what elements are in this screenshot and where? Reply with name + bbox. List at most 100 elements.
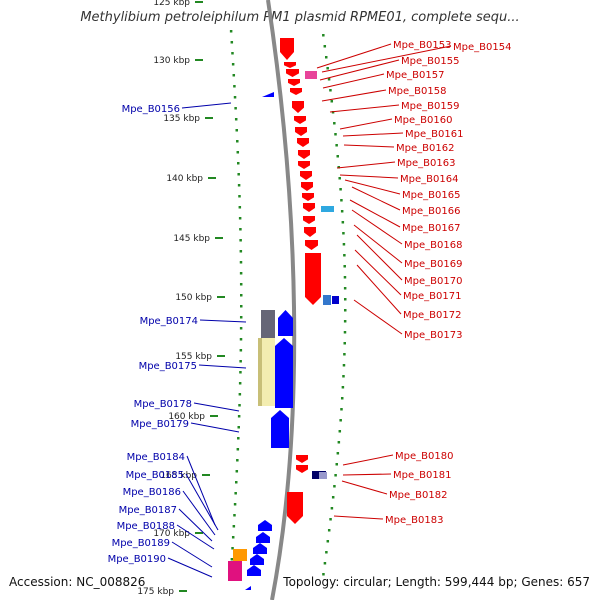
gene-label: Mpe_B0167 [402,223,460,234]
gc-dot [239,316,243,319]
gc-dot [343,353,346,356]
gene-label: Mpe_B0185 [126,470,184,481]
gc-dot [238,404,241,407]
label-leader-line [178,508,213,542]
gc-dot [339,419,342,422]
forward-gene-arrow [304,227,316,237]
label-leader-line [356,264,402,315]
label-leader-line [353,299,403,335]
gc-dot [335,144,338,147]
gc-dot [239,338,243,341]
gc-dot [340,408,343,411]
label-leader-line [193,402,240,412]
label-leader-line [353,224,403,264]
label-leader-line [351,209,403,245]
gene-block [258,338,275,406]
gc-dot [232,525,236,528]
gene-label: Mpe_B0155 [401,56,459,67]
gene-label: Mpe_B0162 [396,143,454,154]
tick-label: 155 kbp [175,352,212,362]
label-leader-line [185,473,219,531]
gc-dot [235,129,239,132]
gc-dot [239,360,242,363]
gc-dot [329,89,332,92]
gene-label: Mpe_B0190 [108,554,166,565]
forward-gene-arrow [298,150,310,159]
forward-gene-arrow [296,455,308,463]
reverse-gene-arrow [262,92,274,97]
forward-gene-arrow [303,216,315,224]
reverse-gene-arrow [245,586,251,590]
gc-dot [239,305,243,308]
label-leader-line [181,102,232,109]
label-leader-line [190,422,240,433]
label-leader-line [336,161,396,169]
gc-dot [336,155,339,158]
gc-dot [343,276,347,279]
gene-box [332,296,339,304]
gc-dot [343,254,346,257]
gc-dot [237,184,241,187]
gc-dot [230,41,234,44]
gc-dot [238,217,242,220]
forward-gene-arrow [294,116,306,124]
gc-dot [331,496,335,499]
forward-gene-arrow [298,161,310,169]
gc-dot [329,518,332,521]
gc-dot [239,261,243,264]
gc-dot [342,364,346,367]
gc-dot [343,331,347,334]
gene-label: Mpe_B0186 [123,487,181,498]
gc-dot [342,232,345,235]
gc-dot [331,111,335,114]
gc-dot [233,503,237,506]
reverse-gene-arrow [250,554,264,565]
gc-dot [239,250,243,253]
gc-dot [237,162,240,165]
gc-dot [233,96,237,99]
forward-gene-arrow [288,79,300,86]
gc-dot [322,573,325,576]
gc-dot [330,100,334,103]
gc-dot [239,327,243,330]
gc-dot [238,382,242,385]
gc-dot [333,122,336,125]
forward-gene-arrow [302,193,314,201]
label-leader-line [351,186,401,211]
gene-label: Mpe_B0189 [112,538,170,549]
reverse-gene-labels: Mpe_B0156 Mpe_B0174 Mpe_B0175 Mpe_B0178 Mpe_… [108,102,247,578]
gc-dot [237,173,240,176]
tick-label: 150 kbp [175,293,212,303]
gene-label: Mpe_B0170 [404,276,462,287]
tick-label: 165 kbp [160,471,197,481]
gc-dot [233,85,236,88]
gene-box [321,206,334,212]
label-leader-line [198,364,247,369]
tick-label: 125 kbp [153,0,190,8]
tick-label: 145 kbp [173,234,210,244]
gc-dot [234,107,237,110]
gene-label: Mpe_B0160 [394,115,452,126]
gc-dot [238,393,242,396]
gc-dot [239,228,242,231]
gc-dot [324,56,328,59]
tick-label: 160 kbp [168,412,205,422]
gc-dot [231,536,235,539]
gc-dot [234,492,237,495]
reverse-gene-arrow [278,310,293,336]
gc-dot [325,551,328,554]
gene-label: Mpe_B0180 [395,451,453,462]
gc-dot [333,485,336,488]
gc-dot [237,437,240,440]
tick-label: 130 kbp [153,56,190,66]
plasmid-backbone [266,0,297,600]
gc-dot [322,34,325,37]
gene-box [319,472,327,479]
label-leader-line [341,480,388,495]
gc-dot [231,547,234,550]
gene-block [258,338,262,406]
axis-ticks: 125 kbp 130 kbp 135 kbp 140 kbp 145 kbp 150 k… [137,0,225,597]
forward-gene-arrow [295,127,307,136]
gc-dot [234,118,238,121]
